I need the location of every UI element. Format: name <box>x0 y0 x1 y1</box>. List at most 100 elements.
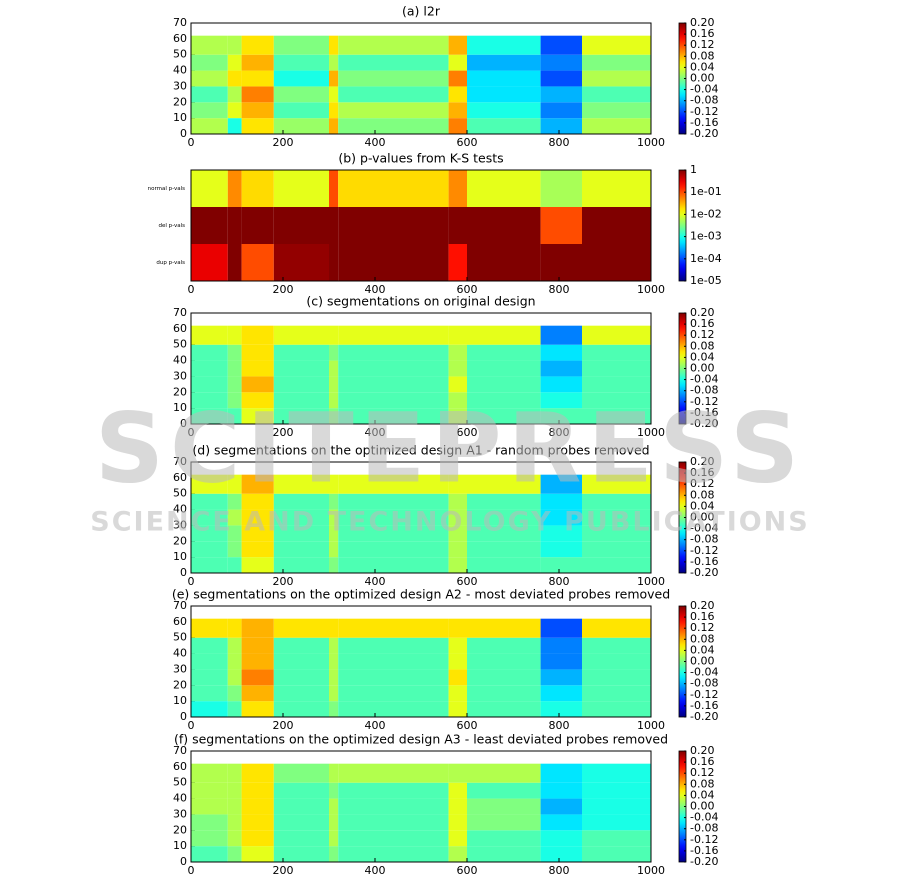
y-tick-label: 60 <box>173 615 187 628</box>
heatmap-cell <box>338 618 449 638</box>
colorbar-tick-label: 0.04 <box>690 788 715 801</box>
y-tick-label: 70 <box>173 16 187 29</box>
heatmap-cell <box>191 830 228 847</box>
x-tick-label: 200 <box>273 575 294 588</box>
heatmap-cell <box>241 376 274 393</box>
heatmap-cell <box>227 392 242 409</box>
x-tick-label: 200 <box>273 136 294 149</box>
heatmap-cell <box>582 685 651 702</box>
heatmap-cell <box>467 618 541 638</box>
heatmap-cell <box>582 637 651 654</box>
y-tick-label: 40 <box>173 503 187 516</box>
heatmap-cell <box>582 846 651 862</box>
y-tick-label: 0 <box>180 417 187 430</box>
heatmap-cell <box>241 118 274 134</box>
x-tick-label: 0 <box>188 136 195 149</box>
y-tick-label: 10 <box>173 839 187 852</box>
plot-frame <box>190 461 652 574</box>
heatmap-cell <box>582 798 651 815</box>
heatmap-cell <box>448 637 467 654</box>
colorbar-tick-label: 0.00 <box>690 72 715 85</box>
panel-title: (a) l2r <box>402 4 441 19</box>
x-tick-label: 0 <box>188 864 195 877</box>
heatmap-cell <box>329 509 339 526</box>
heatmap-cell <box>329 118 339 134</box>
panel-title: (b) p-values from K-S tests <box>338 151 503 166</box>
heatmap-cell <box>448 170 467 207</box>
heatmap-cell <box>227 814 242 831</box>
colorbar-tick-label: 0.20 <box>690 455 715 468</box>
heatmap-cell <box>540 846 582 862</box>
colorbar-tick-label: 0.08 <box>690 49 715 62</box>
heatmap-cell <box>273 102 329 119</box>
heatmap-cell <box>329 525 339 542</box>
heatmap-cell <box>329 35 339 55</box>
y-tick-label: 50 <box>173 338 187 351</box>
colorbar-tick-label: 1e-02 <box>690 207 722 220</box>
heatmap-cell <box>273 70 329 87</box>
heatmap-cell <box>448 830 467 847</box>
heatmap-cell <box>191 685 228 702</box>
heatmap-cell <box>273 763 329 783</box>
heatmap-cell <box>191 669 228 686</box>
y-tick-label: 30 <box>173 369 187 382</box>
heatmap-cell <box>540 685 582 702</box>
heatmap-cell <box>273 360 329 377</box>
heatmap-cell <box>467 814 541 831</box>
heatmap-cell <box>329 170 339 207</box>
heatmap-cell <box>227 86 242 103</box>
heatmap-cell <box>338 244 449 281</box>
heatmap-cell <box>273 637 329 654</box>
heatmap-cell <box>582 102 651 119</box>
heatmap-cell <box>582 763 651 783</box>
x-tick-label: 400 <box>365 426 386 439</box>
x-tick-label: 800 <box>549 864 570 877</box>
heatmap-cell <box>273 35 329 55</box>
heatmap-cell <box>329 814 339 831</box>
heatmap-cell <box>227 118 242 134</box>
heatmap-cell <box>540 474 582 494</box>
x-tick-label: 600 <box>457 426 478 439</box>
heatmap-cell <box>191 102 228 119</box>
colorbar-tick-label: -0.16 <box>690 699 718 712</box>
heatmap-cell <box>540 557 582 573</box>
y-tick-label: 70 <box>173 599 187 612</box>
colorbar-tick-label: 0.04 <box>690 350 715 363</box>
x-tick-label: 800 <box>549 136 570 149</box>
heatmap-cell <box>448 653 467 670</box>
y-tick-label: 20 <box>173 95 187 108</box>
colorbar-tick-label: 0.20 <box>690 16 715 29</box>
y-tick-label: 50 <box>173 48 187 61</box>
heatmap-cell <box>467 557 541 573</box>
colorbar-tick-label: 0.20 <box>690 306 715 319</box>
heatmap-cell <box>241 408 274 424</box>
heatmap-cell <box>448 474 467 494</box>
heatmap-cell <box>338 325 449 345</box>
heatmap-cell <box>273 474 329 494</box>
heatmap-cell <box>329 782 339 799</box>
y-tick-label: 10 <box>173 401 187 414</box>
heatmap-cell <box>338 653 449 670</box>
x-tick-label: 400 <box>365 864 386 877</box>
heatmap-cell <box>227 669 242 686</box>
heatmap-cell <box>241 830 274 847</box>
heatmap-cell <box>448 525 467 542</box>
heatmap-cell <box>329 207 339 244</box>
heatmap-cell <box>467 344 541 361</box>
heatmap-cell <box>582 701 651 717</box>
heatmap-cell <box>582 86 651 103</box>
y-tick-label: 40 <box>173 64 187 77</box>
heatmap-cell <box>467 70 541 87</box>
heatmap-cell <box>467 35 541 55</box>
x-tick-label: 600 <box>457 719 478 732</box>
heatmap-cell <box>582 669 651 686</box>
colorbar-tick-label: 0.08 <box>690 777 715 790</box>
heatmap-cell <box>338 525 449 542</box>
heatmap-cell <box>227 782 242 799</box>
x-tick-label: 200 <box>273 283 294 296</box>
heatmap-cell <box>540 637 582 654</box>
heatmap-cell <box>329 830 339 847</box>
heatmap-cell <box>448 685 467 702</box>
heatmap-cell <box>540 344 582 361</box>
x-tick-label: 600 <box>457 136 478 149</box>
